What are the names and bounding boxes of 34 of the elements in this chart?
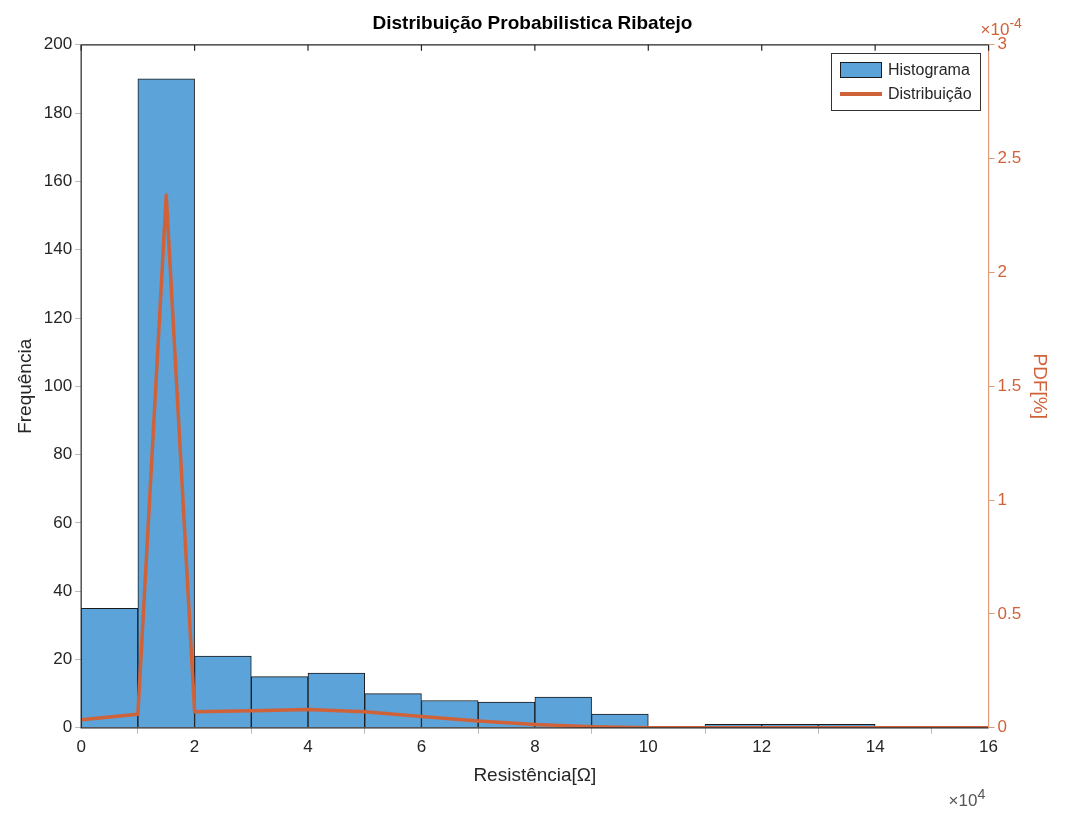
- x-tick-label: 12: [752, 736, 772, 756]
- x-tick-label: 0: [76, 736, 86, 756]
- y2-tick-label: 1: [997, 489, 1008, 509]
- x-tick-label: 16: [979, 736, 999, 756]
- legend-label: Distribuição: [887, 84, 972, 103]
- chart-title: Distribuição Probabilistica Ribatejo: [372, 11, 693, 33]
- y-tick-label: 20: [53, 649, 73, 669]
- y-tick-label: 200: [43, 34, 73, 54]
- y-tick-label: 120: [43, 307, 73, 327]
- y2-tick-label: 0: [997, 717, 1008, 737]
- y-tick-label: 160: [43, 171, 73, 191]
- y-tick-label: 60: [53, 512, 73, 532]
- x-tick-label: 8: [530, 736, 540, 756]
- x-tick-label: 2: [189, 736, 200, 756]
- x-axis-title: Resistência[Ω]: [473, 763, 597, 785]
- y-tick-label: 40: [53, 580, 73, 600]
- legend-label: Histograma: [887, 60, 970, 79]
- x-tick-label: 6: [416, 736, 427, 756]
- x-tick-label: 10: [638, 736, 658, 756]
- y-tick-label: 0: [62, 717, 73, 737]
- y-tick-label: 140: [43, 239, 73, 259]
- y-tick-label: 100: [43, 375, 73, 395]
- text: ×10$^{4}$: [948, 785, 986, 811]
- y2-tick-label: 3: [997, 34, 1008, 54]
- y2-tick-label: 0.5: [997, 603, 1022, 623]
- y-axis-title: Frequência: [13, 338, 35, 434]
- y-tick-label: 180: [43, 102, 73, 122]
- x-tick-label: 4: [303, 736, 313, 756]
- x-tick-label: 14: [865, 736, 885, 756]
- y-tick-label: 80: [53, 444, 73, 464]
- y2-tick-label: 2: [997, 262, 1008, 282]
- y2-axis-title: PDF[%]: [1030, 353, 1052, 420]
- y2-tick-label: 2.5: [997, 148, 1022, 168]
- y2-tick-label: 1.5: [997, 375, 1022, 395]
